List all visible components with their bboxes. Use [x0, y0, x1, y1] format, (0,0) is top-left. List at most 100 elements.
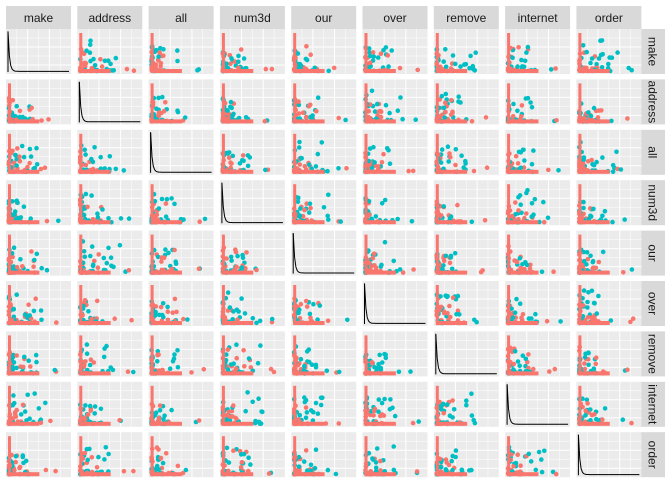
point-group-b [224, 61, 229, 67]
point-group-b [511, 101, 516, 107]
point-group-b [600, 213, 605, 219]
point-group-a [304, 44, 309, 49]
point-group-b [514, 296, 519, 302]
point-group-b [541, 199, 546, 205]
point-group-a [306, 104, 312, 109]
point-group-b [84, 351, 90, 357]
point-cluster-vertical [8, 234, 11, 273]
panel-over-vs-num3d [219, 281, 285, 326]
point-group-a [98, 57, 103, 62]
point-group-a [378, 51, 384, 56]
point-group-a [519, 114, 524, 119]
point-group-a [165, 309, 171, 315]
point-group-a [13, 414, 19, 419]
point-cluster-vertical [578, 385, 582, 424]
point-group-b [101, 354, 107, 360]
point-group-b [95, 215, 101, 220]
point-group-a [397, 65, 403, 71]
point-group-b [118, 216, 124, 221]
point-group-a [125, 369, 131, 375]
point-group-b [10, 199, 15, 204]
point-group-b [158, 45, 163, 51]
point-group-b [163, 247, 168, 252]
point-group-a [17, 154, 22, 159]
point-cluster-vertical [79, 436, 83, 475]
point-group-a [302, 164, 308, 169]
point-group-b [229, 56, 234, 61]
point-group-a [518, 463, 523, 469]
point-group-a [163, 451, 169, 456]
point-group-b [459, 467, 465, 473]
point-group-a [156, 447, 161, 452]
point-group-a [300, 110, 306, 115]
point-cluster-horizontal [8, 169, 40, 174]
point-group-b [257, 318, 263, 324]
panel-make-vs-address [77, 29, 143, 74]
point-group-b [408, 369, 413, 374]
point-cluster-horizontal [507, 169, 539, 174]
point-cluster-horizontal [435, 220, 468, 225]
point-cluster-vertical [8, 436, 11, 475]
point-group-b [254, 320, 259, 326]
point-cluster-vertical [8, 385, 11, 424]
point-group-a [82, 450, 88, 456]
row-label-our: our [646, 244, 660, 261]
point-group-b [11, 306, 16, 312]
point-group-b [515, 64, 520, 69]
panel-num3d-vs-internet [505, 180, 571, 226]
point-group-b [27, 416, 32, 422]
point-group-b [303, 398, 309, 403]
point-cluster-vertical [221, 133, 225, 172]
point-group-b [106, 245, 111, 251]
point-group-b [366, 199, 372, 204]
point-group-b [154, 106, 159, 111]
point-group-b [26, 358, 32, 364]
point-group-b [231, 309, 236, 314]
point-cluster-horizontal [435, 169, 468, 174]
point-group-a [593, 361, 599, 367]
point-group-b [584, 262, 589, 267]
point-cluster-vertical [150, 83, 154, 122]
panel-internet-vs-address [77, 381, 143, 427]
point-group-b [413, 117, 419, 122]
point-cluster-horizontal [150, 472, 182, 477]
panel-address-vs-our [291, 79, 357, 125]
point-cluster-horizontal [79, 169, 111, 174]
point-cluster-vertical [364, 335, 368, 374]
point-group-a [53, 468, 58, 474]
row-strip-internet [640, 381, 665, 427]
point-group-a [516, 45, 521, 50]
point-group-b [469, 391, 474, 397]
point-cluster-horizontal [293, 472, 325, 477]
point-group-a [443, 100, 448, 106]
panel-make-vs-internet [505, 29, 571, 74]
point-group-a [174, 309, 179, 315]
point-group-a [441, 310, 447, 316]
point-group-a [46, 117, 51, 122]
panel-our-vs-all [148, 230, 214, 276]
point-group-b [175, 108, 180, 113]
point-group-b [326, 217, 331, 222]
point-group-a [266, 471, 272, 476]
point-group-b [522, 58, 528, 64]
point-group-b [590, 162, 595, 167]
point-group-b [558, 319, 563, 324]
column-label-make: make [24, 11, 54, 25]
point-group-a [295, 362, 301, 368]
point-group-a [161, 108, 167, 114]
point-group-a [228, 160, 233, 165]
point-group-b [470, 63, 476, 69]
point-group-a [447, 260, 453, 266]
point-group-b [589, 288, 595, 294]
point-group-a [482, 218, 488, 223]
point-group-b [246, 455, 251, 461]
point-cluster-vertical [364, 184, 368, 223]
point-group-a [89, 316, 94, 322]
point-group-b [245, 390, 250, 395]
point-group-a [117, 417, 122, 423]
point-cluster-vertical [150, 436, 154, 475]
point-group-a [268, 366, 274, 372]
point-group-b [376, 397, 382, 402]
point-group-b [113, 55, 119, 61]
point-group-b [317, 303, 323, 308]
